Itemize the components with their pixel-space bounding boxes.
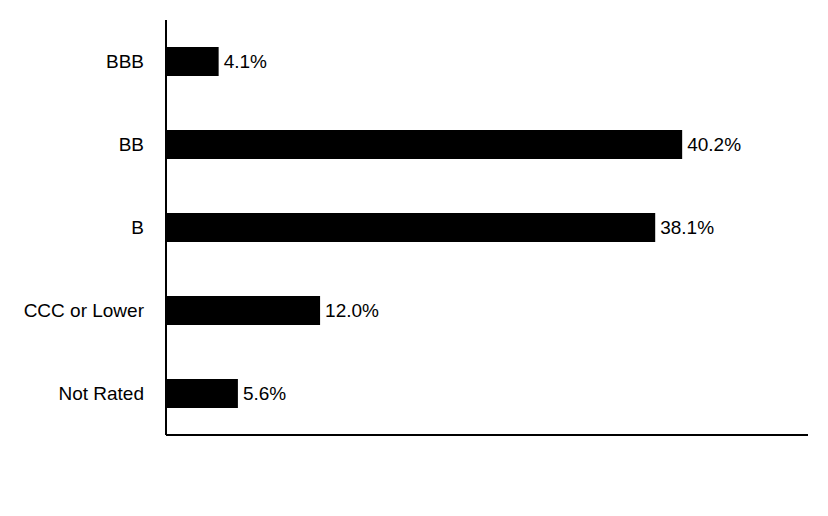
svg-text:4.1%: 4.1%	[224, 51, 267, 72]
svg-text:5.6%: 5.6%	[243, 383, 286, 404]
svg-text:BBB: BBB	[106, 51, 144, 72]
svg-text:B: B	[131, 217, 144, 238]
svg-text:12.0%: 12.0%	[325, 300, 379, 321]
svg-text:38.1%: 38.1%	[660, 217, 714, 238]
svg-text:40.2%: 40.2%	[687, 134, 741, 155]
svg-text:CCC or Lower: CCC or Lower	[24, 300, 145, 321]
svg-text:BB: BB	[119, 134, 144, 155]
svg-text:Not Rated: Not Rated	[58, 383, 144, 404]
